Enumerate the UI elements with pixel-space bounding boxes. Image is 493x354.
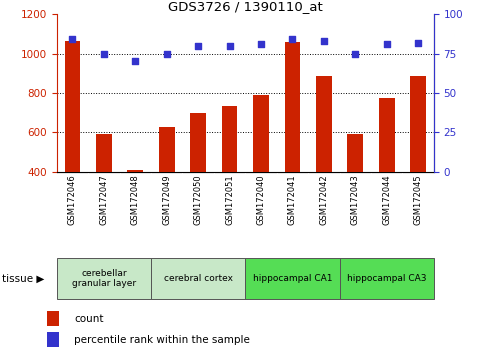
Text: cerebellar
granular layer: cerebellar granular layer xyxy=(72,269,136,289)
Text: GSM172042: GSM172042 xyxy=(319,174,328,225)
Bar xyxy=(57,258,151,299)
Bar xyxy=(316,76,332,251)
Point xyxy=(100,51,108,56)
Text: tissue ▶: tissue ▶ xyxy=(2,274,45,284)
Text: GSM172051: GSM172051 xyxy=(225,174,234,225)
Text: GSM172046: GSM172046 xyxy=(68,174,77,225)
Text: GSM172040: GSM172040 xyxy=(256,174,266,225)
Text: GSM172043: GSM172043 xyxy=(351,174,360,225)
Bar xyxy=(47,332,59,347)
Point xyxy=(352,51,359,56)
Bar xyxy=(190,113,206,251)
Title: GDS3726 / 1390110_at: GDS3726 / 1390110_at xyxy=(168,0,322,13)
Text: GSM172050: GSM172050 xyxy=(194,174,203,225)
Text: GSM172048: GSM172048 xyxy=(131,174,140,225)
Point xyxy=(226,43,234,48)
Point xyxy=(320,38,328,44)
Bar xyxy=(245,258,340,299)
Text: hippocampal CA3: hippocampal CA3 xyxy=(347,274,426,283)
Text: GSM172041: GSM172041 xyxy=(288,174,297,225)
Text: GSM172047: GSM172047 xyxy=(99,174,108,225)
Bar xyxy=(340,258,434,299)
Point xyxy=(194,43,202,48)
Point xyxy=(69,36,76,42)
Point xyxy=(288,36,296,42)
Text: cerebral cortex: cerebral cortex xyxy=(164,274,233,283)
Text: hippocampal CA1: hippocampal CA1 xyxy=(252,274,332,283)
Bar xyxy=(410,76,426,251)
Bar xyxy=(47,311,59,326)
Bar xyxy=(159,127,175,251)
Bar xyxy=(253,95,269,251)
Bar xyxy=(379,98,394,251)
Text: count: count xyxy=(74,314,104,324)
Point xyxy=(163,51,171,56)
Text: GSM172044: GSM172044 xyxy=(382,174,391,225)
Bar xyxy=(151,258,245,299)
Text: GSM172045: GSM172045 xyxy=(414,174,423,225)
Text: percentile rank within the sample: percentile rank within the sample xyxy=(74,335,250,345)
Point xyxy=(131,59,139,64)
Bar xyxy=(127,170,143,251)
Point xyxy=(414,40,422,45)
Bar xyxy=(284,42,300,251)
Bar xyxy=(65,41,80,251)
Bar xyxy=(96,134,112,251)
Bar xyxy=(222,106,238,251)
Point xyxy=(383,41,390,47)
Bar xyxy=(348,134,363,251)
Text: GSM172049: GSM172049 xyxy=(162,174,171,225)
Point xyxy=(257,41,265,47)
